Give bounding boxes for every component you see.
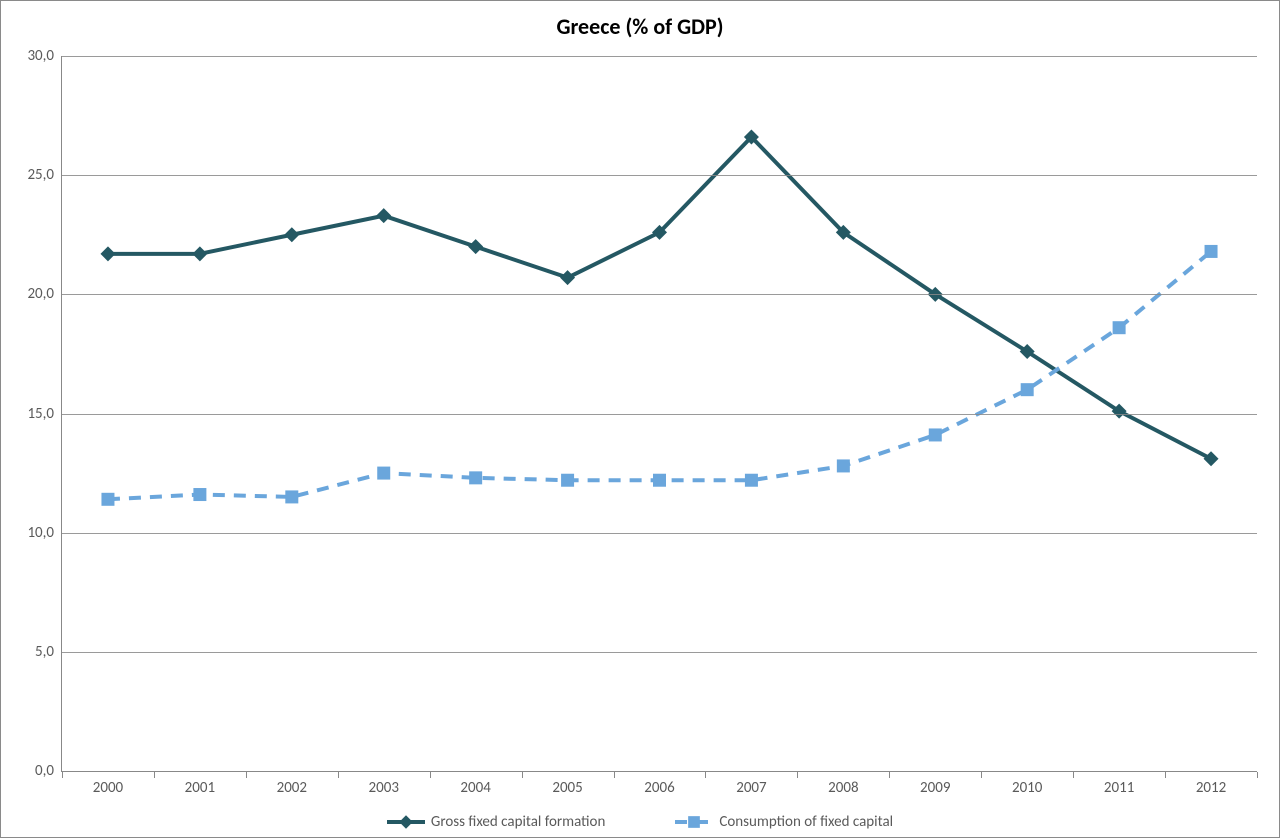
chart-container: Greece (% of GDP) 0,05,010,015,020,025,0… bbox=[0, 0, 1280, 838]
x-tick-label: 2004 bbox=[460, 779, 490, 797]
y-tick-label: 0,0 bbox=[35, 762, 62, 780]
gridline bbox=[62, 414, 1257, 415]
x-tick-mark bbox=[981, 772, 982, 778]
legend-item: Consumption of fixed capital bbox=[675, 813, 893, 831]
x-tick-mark bbox=[62, 772, 63, 778]
x-tick-mark bbox=[614, 772, 615, 778]
series-marker bbox=[469, 471, 482, 484]
series-marker bbox=[377, 467, 390, 480]
series-marker bbox=[837, 459, 850, 472]
x-tick-label: 2007 bbox=[736, 779, 766, 797]
legend-label: Consumption of fixed capital bbox=[719, 813, 893, 831]
legend-swatch bbox=[675, 815, 713, 829]
x-tick-mark bbox=[705, 772, 706, 778]
gridline bbox=[62, 294, 1257, 295]
series-marker bbox=[1205, 245, 1218, 258]
series-marker bbox=[193, 488, 206, 501]
legend-label: Gross fixed capital formation bbox=[431, 813, 605, 831]
series-marker bbox=[1204, 451, 1219, 466]
series-marker bbox=[653, 474, 666, 487]
y-tick-label: 15,0 bbox=[27, 405, 62, 423]
series-marker bbox=[929, 428, 942, 441]
series-marker bbox=[101, 493, 114, 506]
series-marker bbox=[560, 270, 575, 285]
series-marker bbox=[1021, 383, 1034, 396]
gridline bbox=[62, 652, 1257, 653]
x-tick-mark bbox=[797, 772, 798, 778]
gridline bbox=[62, 533, 1257, 534]
series-line bbox=[108, 251, 1211, 499]
y-tick-label: 25,0 bbox=[27, 166, 62, 184]
legend: Gross fixed capital formation Consumption… bbox=[1, 813, 1279, 831]
x-tick-label: 2010 bbox=[1012, 779, 1042, 797]
x-tick-mark bbox=[154, 772, 155, 778]
series-marker bbox=[561, 474, 574, 487]
series-line bbox=[108, 137, 1211, 459]
x-tick-label: 2001 bbox=[185, 779, 215, 797]
series-marker bbox=[284, 227, 299, 242]
plot-area: 0,05,010,015,020,025,030,020002001200220… bbox=[61, 56, 1257, 772]
y-tick-label: 20,0 bbox=[27, 285, 62, 303]
x-tick-mark bbox=[246, 772, 247, 778]
x-tick-label: 2003 bbox=[369, 779, 399, 797]
gridline bbox=[62, 175, 1257, 176]
x-tick-label: 2008 bbox=[828, 779, 858, 797]
series-marker bbox=[745, 474, 758, 487]
legend-swatch bbox=[387, 815, 425, 829]
series-marker bbox=[376, 208, 391, 223]
x-tick-label: 2002 bbox=[277, 779, 307, 797]
x-tick-mark bbox=[889, 772, 890, 778]
x-tick-mark bbox=[338, 772, 339, 778]
x-tick-label: 2012 bbox=[1196, 779, 1226, 797]
y-tick-label: 10,0 bbox=[27, 524, 62, 542]
x-tick-label: 2006 bbox=[644, 779, 674, 797]
series-marker bbox=[468, 239, 483, 254]
series-marker bbox=[285, 490, 298, 503]
x-tick-label: 2011 bbox=[1104, 779, 1134, 797]
x-tick-mark bbox=[1257, 772, 1258, 778]
x-tick-mark bbox=[1073, 772, 1074, 778]
series-marker bbox=[1113, 321, 1126, 334]
x-tick-label: 2009 bbox=[920, 779, 950, 797]
legend-item: Gross fixed capital formation bbox=[387, 813, 605, 831]
y-tick-label: 5,0 bbox=[35, 643, 62, 661]
x-tick-label: 2005 bbox=[552, 779, 582, 797]
x-tick-mark bbox=[522, 772, 523, 778]
gridline bbox=[62, 56, 1257, 57]
x-tick-label: 2000 bbox=[93, 779, 123, 797]
x-tick-mark bbox=[430, 772, 431, 778]
chart-title: Greece (% of GDP) bbox=[1, 13, 1279, 40]
x-tick-mark bbox=[1165, 772, 1166, 778]
series-marker bbox=[100, 246, 115, 261]
y-tick-label: 30,0 bbox=[27, 47, 62, 65]
series-marker bbox=[192, 246, 207, 261]
